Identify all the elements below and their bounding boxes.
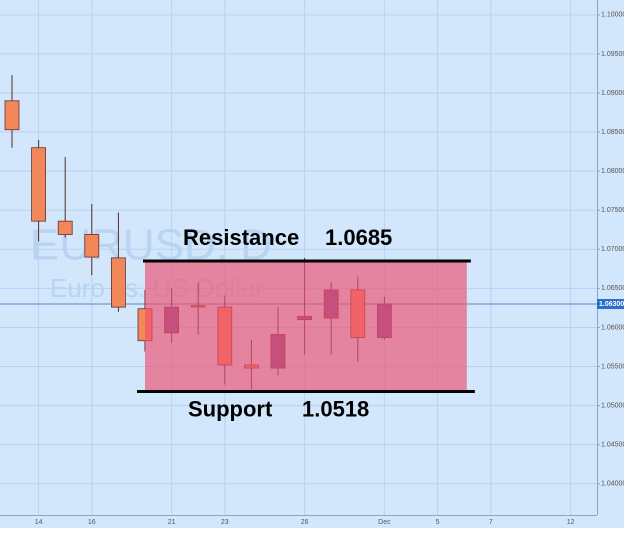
x-tick-label: 21 [168, 519, 176, 526]
x-tick-label: 23 [221, 519, 229, 526]
x-tick-label: 16 [88, 519, 96, 526]
x-tick-label: 26 [301, 519, 309, 526]
support-label: Support [188, 396, 273, 421]
y-tick-label: 1.08500 [601, 129, 624, 136]
y-tick-label: 1.07500 [601, 207, 624, 214]
y-tick-label: 1.05000 [601, 402, 624, 409]
y-tick-label: 1.04000 [601, 481, 624, 488]
y-tick-label: 1.06500 [601, 285, 624, 292]
price-tag [597, 298, 624, 309]
x-tick-label: 12 [567, 519, 575, 526]
candle-body [111, 257, 126, 308]
y-tick-label: 1.04500 [601, 442, 624, 449]
x-tick-label: 7 [489, 519, 493, 526]
y-tick-label: 1.05500 [601, 363, 624, 370]
x-tick-label: 14 [35, 519, 43, 526]
y-tick-label: 1.10000 [601, 12, 624, 19]
range-box [145, 261, 467, 392]
x-tick-label: Dec [378, 519, 391, 526]
candle-body [4, 100, 20, 131]
candle-body [57, 220, 73, 235]
resistance-value: 1.0685 [325, 225, 392, 250]
y-tick-label: 1.09000 [601, 90, 624, 97]
resistance-label: Resistance [183, 225, 299, 250]
y-tick-label: 1.06000 [601, 324, 624, 331]
y-tick-label: 1.09500 [601, 51, 624, 58]
candle-body [31, 147, 47, 222]
candle-body [84, 234, 100, 258]
price-label: 1.06300 [599, 301, 624, 308]
y-tick-label: 1.08000 [601, 168, 624, 175]
support-value: 1.0518 [302, 396, 369, 421]
y-tick-label: 1.07000 [601, 246, 624, 253]
x-tick-label: 5 [436, 519, 440, 526]
